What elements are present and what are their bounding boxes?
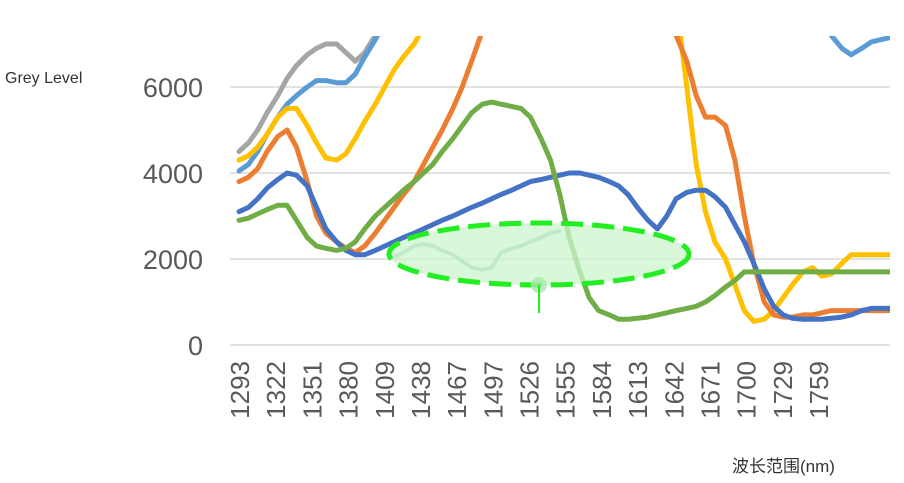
x-tick-label: 1351 bbox=[297, 361, 327, 419]
series-line-4 bbox=[236, 170, 890, 322]
x-tick-label: 1526 bbox=[515, 361, 545, 419]
x-tick-label: 1729 bbox=[768, 361, 798, 419]
x-tick-label: 1700 bbox=[732, 361, 762, 419]
x-tick-label: 1467 bbox=[442, 361, 472, 419]
x-tick-label: 1555 bbox=[551, 361, 581, 419]
x-tick-label: 1642 bbox=[659, 361, 689, 419]
series-line-2 bbox=[236, 36, 890, 324]
x-tick-label: 1380 bbox=[334, 361, 364, 419]
y-tick-label: 2000 bbox=[143, 245, 203, 275]
series-line-0 bbox=[236, 36, 378, 154]
y-tick-labels: 0 2000 4000 6000 bbox=[143, 73, 203, 361]
x-tick-label: 1438 bbox=[406, 361, 436, 419]
x-tick-label: 1322 bbox=[261, 361, 291, 419]
highlight-annotation bbox=[386, 220, 692, 313]
x-tick-label: 1409 bbox=[370, 361, 400, 419]
series-line-1 bbox=[236, 36, 890, 174]
gridlines bbox=[230, 86, 890, 346]
x-tick-label: 1613 bbox=[623, 361, 653, 419]
highlight-ellipse bbox=[386, 220, 692, 288]
x-axis-label: 波长范围(nm) bbox=[732, 457, 835, 476]
x-tick-labels: 1293 1322 1351 1380 1409 1438 1467 1497 1526 1555… bbox=[225, 361, 834, 419]
x-tick-label: 1584 bbox=[587, 361, 617, 419]
x-tick-label: 1671 bbox=[695, 361, 725, 419]
x-tick-label: 1759 bbox=[804, 361, 834, 419]
y-axis-label: Grey Level bbox=[5, 70, 83, 87]
y-tick-label: 6000 bbox=[143, 73, 203, 103]
series-line-5 bbox=[236, 99, 890, 322]
series-lines bbox=[236, 36, 890, 324]
x-tick-label: 1293 bbox=[225, 361, 255, 419]
x-tick-label: 1497 bbox=[478, 361, 508, 419]
y-tick-label: 4000 bbox=[143, 159, 203, 189]
y-tick-label: 0 bbox=[188, 331, 203, 361]
